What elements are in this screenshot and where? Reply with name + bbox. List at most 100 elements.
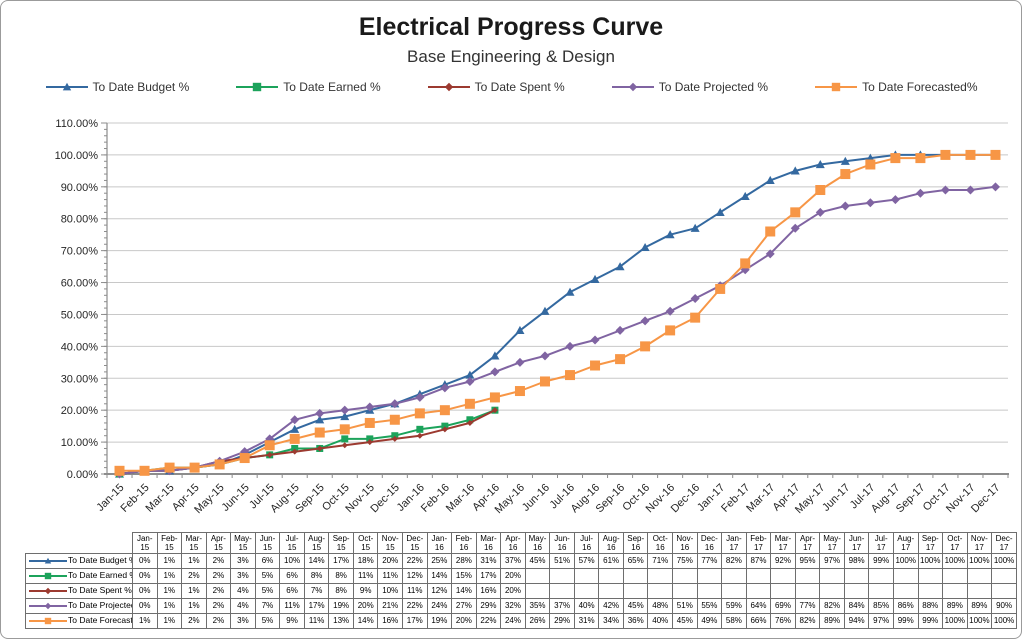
table-row-to-date-budget: To Date Budget % 0% 1% 1% 2% 3% 6% 10% 14% 17% 18%… [25, 553, 1017, 569]
legend-label: To Date Spent % [474, 80, 565, 94]
plot-area: 0.00% 10.00% 20.00% 30.00% 40.00% 50.00% 60.00… [55, 118, 1009, 516]
table-cell: 1% [156, 598, 183, 614]
row-header-label: To Date Projected % [68, 600, 133, 611]
x-tick-label: Mar-16 [444, 482, 477, 515]
table-cell: 20% [377, 553, 404, 569]
table-row-to-date-spent: To Date Spent % 0% 1% 1% 2% 4% 5% 6% 7% 8% 9% 10% 11… [25, 583, 1017, 599]
table-cell: 37% [549, 598, 575, 614]
table-cell [696, 568, 723, 584]
table-cell: 31% [475, 553, 502, 569]
column-header: Mar-15 [181, 532, 207, 554]
table-cell: 28% [451, 553, 477, 569]
y-tick-label: 80.00% [61, 214, 99, 226]
y-tick-label: 100.00% [55, 150, 99, 162]
column-header: Jul-15 [279, 532, 305, 554]
table-cell: 77% [696, 553, 723, 569]
y-tick-label: 70.00% [61, 246, 99, 258]
table-cell: 100% [942, 553, 968, 569]
table-cell: 76% [770, 613, 796, 629]
table-cell: 77% [794, 598, 821, 614]
legend-label: To Date Forecasted% [862, 80, 978, 94]
legend-item-to-date-forecasted[interactable]: To Date Forecasted% [814, 80, 977, 94]
legend-label: To Date Earned % [283, 80, 381, 94]
table-cell: 10% [279, 553, 305, 569]
table-cell: 2% [181, 568, 207, 584]
table-cell: 59% [721, 598, 747, 614]
table-cell: 29% [475, 598, 502, 614]
row-header-label: To Date Earned % [68, 570, 133, 581]
table-cell [622, 568, 649, 584]
table-cell: 90% [991, 598, 1017, 614]
table-cell: 11% [303, 613, 330, 629]
table-cell: 89% [966, 598, 993, 614]
table-cell: 0% [132, 598, 158, 614]
column-header: May-17 [819, 532, 845, 554]
table-cell [770, 568, 796, 584]
table-cell: 5% [254, 568, 281, 584]
table-cell: 4% [230, 598, 256, 614]
table-cell [892, 568, 919, 584]
to-date-spent-marker-icon [29, 587, 67, 595]
table-cell [843, 568, 870, 584]
table-cell: 40% [573, 598, 600, 614]
table-cell: 65% [622, 553, 649, 569]
table-cell: 19% [328, 598, 354, 614]
table-cell [745, 568, 772, 584]
table-cell: 75% [672, 553, 698, 569]
table-cell [696, 583, 723, 599]
table-cell: 16% [475, 583, 502, 599]
column-header: Oct-17 [942, 532, 968, 554]
table-cell: 3% [230, 613, 256, 629]
to-date-projected-marker-icon [29, 602, 67, 610]
table-cell: 12% [402, 568, 428, 584]
legend-item-to-date-budget[interactable]: To Date Budget % [45, 80, 189, 94]
table-cell: 61% [598, 553, 624, 569]
table-cell: 9% [279, 613, 305, 629]
table-cell [917, 583, 944, 599]
table-cell: 6% [279, 568, 305, 584]
table-cell: 22% [402, 553, 428, 569]
table-cell [524, 583, 551, 599]
chart-series-to-date-projected [115, 182, 1000, 479]
legend-item-to-date-projected[interactable]: To Date Projected % [611, 80, 768, 94]
table-cell: 98% [843, 553, 870, 569]
table-cell [721, 568, 747, 584]
table-cell [672, 568, 698, 584]
x-axis: Jan-15Feb-15Mar-15Apr-15May-15Jun-15Jul-… [94, 473, 1009, 516]
y-tick-label: 0.00% [67, 469, 98, 481]
table-cell: 100% [991, 553, 1017, 569]
table-cell [794, 568, 821, 584]
table-cell [966, 568, 993, 584]
table-cell: 82% [794, 613, 821, 629]
table-cell: 1% [181, 553, 207, 569]
table-cell: 40% [647, 613, 674, 629]
table-cell: 17% [303, 598, 330, 614]
column-header: Mar-17 [770, 532, 796, 554]
table-cell: 1% [132, 613, 158, 629]
column-header: Oct-16 [647, 532, 674, 554]
table-cell: 26% [524, 613, 551, 629]
column-header: Jan-15 [132, 532, 158, 554]
table-cell: 1% [156, 583, 183, 599]
table-cell: 22% [402, 598, 428, 614]
x-tick-label: Jun-17 [820, 482, 852, 514]
table-cell: 7% [303, 583, 330, 599]
table-cell [598, 568, 624, 584]
table-cell: 92% [770, 553, 796, 569]
to-date-projected-marker-icon [611, 82, 654, 92]
table-cell [770, 583, 796, 599]
row-header-to-date-projected: To Date Projected % [25, 598, 133, 614]
legend-item-to-date-earned[interactable]: To Date Earned % [235, 80, 381, 94]
table-cell: 2% [181, 613, 207, 629]
row-header-to-date-forecasted: To Date Forecasted% [25, 613, 133, 629]
table-cell: 99% [917, 613, 944, 629]
column-header: Jun-16 [549, 532, 575, 554]
column-header: Apr-15 [205, 532, 232, 554]
legend-item-to-date-spent[interactable]: To Date Spent % [427, 80, 565, 94]
table-row-to-date-earned: To Date Earned % 0% 1% 2% 2% 3% 5% 6% 8% 8% 11% 11%… [25, 568, 1017, 584]
table-cell [942, 568, 968, 584]
table-cell [524, 568, 551, 584]
table-cell: 20% [352, 598, 379, 614]
table-cell [647, 568, 674, 584]
table-cell: 1% [156, 613, 183, 629]
